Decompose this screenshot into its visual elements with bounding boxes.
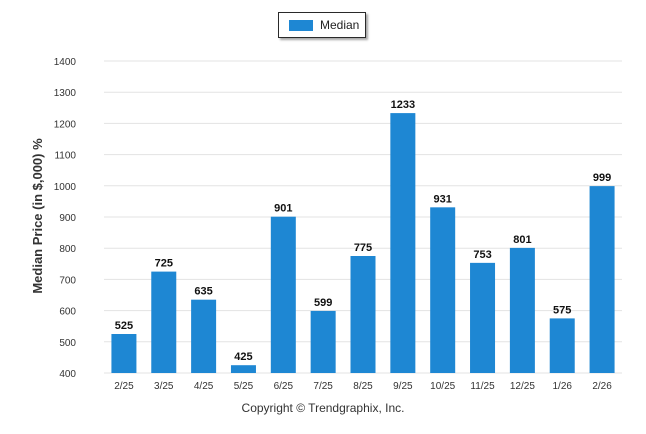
bar-3-25 bbox=[151, 271, 177, 373]
y-tick-label: 1200 bbox=[54, 119, 77, 130]
y-tick-label: 1300 bbox=[54, 88, 77, 99]
y-tick-label: 800 bbox=[59, 244, 76, 255]
x-tick-label: 11/25 bbox=[470, 381, 495, 392]
data-label: 425 bbox=[234, 351, 252, 363]
y-tick-label: 400 bbox=[59, 369, 76, 380]
x-axis-ticks: 2/25 3/25 4/25 5/25 6/25 7/25 8/25 9/25 10/25 11/… bbox=[114, 381, 612, 392]
legend-swatch bbox=[289, 19, 313, 31]
bar-4-25 bbox=[191, 299, 217, 373]
grid-lines bbox=[104, 60, 622, 374]
data-label: 999 bbox=[593, 172, 611, 184]
bar-2-26 bbox=[589, 186, 615, 373]
bar-2-25 bbox=[111, 334, 137, 373]
x-tick-label: 7/25 bbox=[313, 381, 333, 392]
y-tick-label: 1400 bbox=[54, 57, 77, 68]
x-tick-label: 10/25 bbox=[430, 381, 455, 392]
y-tick-label: 1000 bbox=[54, 182, 77, 193]
x-tick-label: 9/25 bbox=[393, 381, 413, 392]
x-tick-label: 1/26 bbox=[552, 381, 572, 392]
bars bbox=[111, 113, 615, 373]
y-axis-label: Median Price (in $,000) % bbox=[30, 138, 45, 294]
data-label: 801 bbox=[513, 234, 531, 246]
bar-9-25 bbox=[390, 113, 416, 373]
legend: Median bbox=[278, 12, 366, 38]
x-tick-label: 6/25 bbox=[274, 381, 294, 392]
x-tick-label: 2/25 bbox=[114, 381, 134, 392]
y-axis-ticks: 400 500 600 700 800 900 1000 1100 1200 1300 1400 bbox=[54, 57, 77, 380]
bar-5-25 bbox=[230, 365, 256, 373]
data-labels: 525 725 635 425 901 599 775 1233 931 753 801 575 999 bbox=[115, 99, 612, 363]
y-tick-label: 600 bbox=[59, 307, 76, 318]
data-label: 599 bbox=[314, 297, 332, 309]
bar-12-25 bbox=[509, 247, 535, 373]
data-label: 775 bbox=[354, 242, 372, 254]
y-tick-label: 900 bbox=[59, 213, 76, 224]
bar-10-25 bbox=[430, 207, 456, 373]
x-tick-label: 4/25 bbox=[194, 381, 214, 392]
legend-label: Median bbox=[320, 18, 360, 32]
x-tick-label: 2/26 bbox=[592, 381, 612, 392]
x-tick-label: 8/25 bbox=[353, 381, 373, 392]
bar-6-25 bbox=[270, 216, 296, 373]
bar-7-25 bbox=[310, 310, 336, 373]
bar-8-25 bbox=[350, 256, 376, 373]
data-label: 931 bbox=[434, 193, 452, 205]
x-tick-label: 5/25 bbox=[234, 381, 254, 392]
x-tick-label: 12/25 bbox=[510, 381, 535, 392]
data-label: 1233 bbox=[391, 99, 415, 111]
y-tick-label: 700 bbox=[59, 275, 76, 286]
y-tick-label: 1100 bbox=[54, 151, 76, 162]
y-tick-label: 500 bbox=[59, 338, 76, 349]
data-label: 575 bbox=[553, 304, 571, 316]
data-label: 525 bbox=[115, 320, 133, 332]
data-label: 753 bbox=[473, 249, 491, 261]
data-label: 901 bbox=[274, 203, 292, 215]
x-tick-label: 3/25 bbox=[154, 381, 174, 392]
data-label: 725 bbox=[155, 258, 173, 270]
copyright-text: Copyright © Trendgraphix, Inc. bbox=[241, 401, 405, 415]
bar-1-26 bbox=[549, 318, 575, 373]
bar-11-25 bbox=[470, 262, 496, 373]
data-label: 635 bbox=[194, 286, 212, 298]
